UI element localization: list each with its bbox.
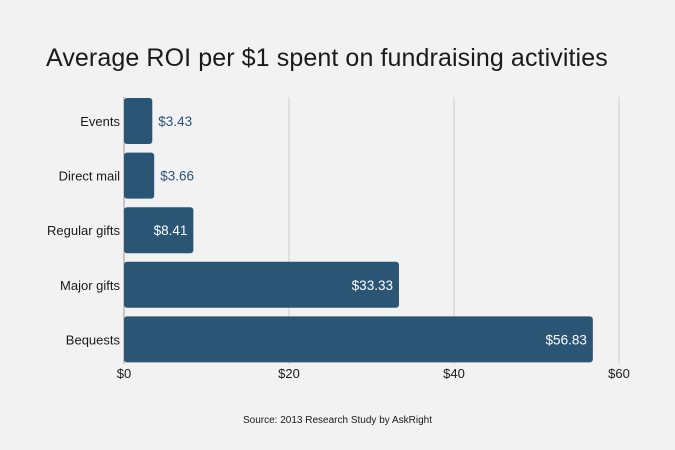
value-label: $3.66 bbox=[160, 169, 194, 184]
value-label: $3.43 bbox=[158, 114, 192, 129]
bar-events bbox=[124, 98, 153, 144]
x-tick-label: $60 bbox=[608, 366, 630, 381]
category-label: Bequests bbox=[66, 332, 121, 347]
bar-regular-gifts bbox=[124, 207, 194, 254]
category-label: Regular gifts bbox=[47, 223, 120, 238]
x-tick-label: $0 bbox=[117, 366, 131, 381]
value-label: $56.83 bbox=[546, 332, 587, 347]
value-label: $33.33 bbox=[352, 278, 393, 293]
category-label: Events bbox=[80, 114, 120, 129]
x-tick-label: $40 bbox=[443, 366, 465, 381]
value-label: $8.41 bbox=[154, 223, 188, 238]
category-label: Major gifts bbox=[60, 278, 120, 293]
x-tick-label: $20 bbox=[278, 366, 300, 381]
bar-major-gifts bbox=[124, 261, 399, 308]
category-label: Direct mail bbox=[59, 169, 121, 184]
source-note: Source: 2013 Research Study by AskRight bbox=[243, 415, 432, 426]
bar-bequests bbox=[124, 316, 593, 363]
chart-title: Average ROI per $1 spent on fundraising … bbox=[46, 44, 608, 72]
bar-direct-mail bbox=[124, 152, 155, 199]
